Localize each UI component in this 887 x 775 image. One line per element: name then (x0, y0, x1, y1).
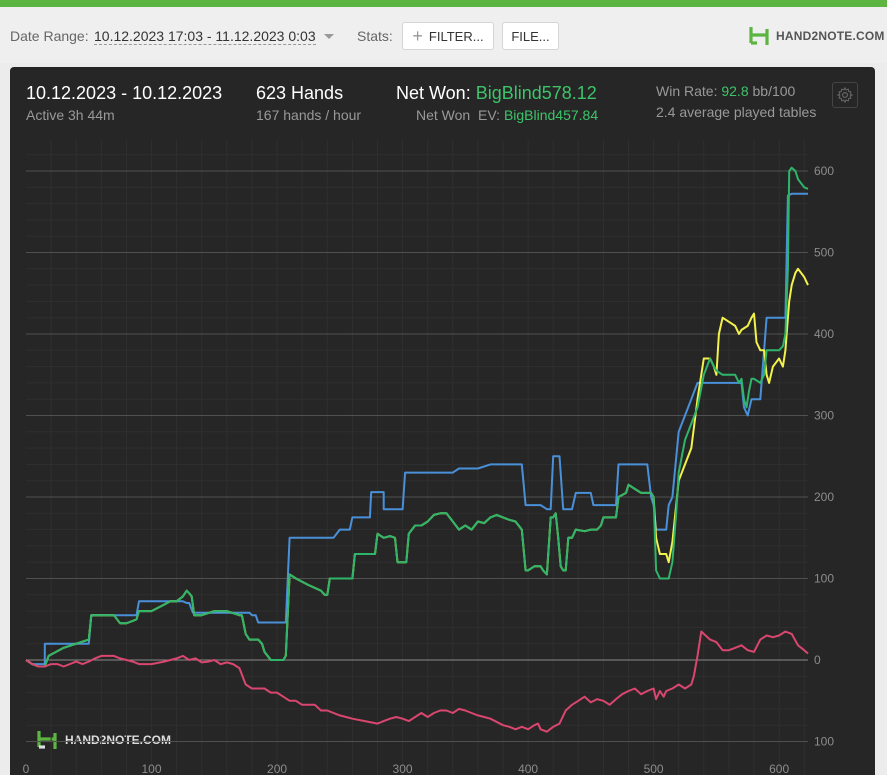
series-line-4 (25, 630, 809, 733)
y-tick-label: 100 (814, 572, 834, 586)
net-won-value: BigBlind578.12 (475, 83, 597, 103)
series-line-3 (25, 166, 809, 668)
plus-icon: + (412, 26, 423, 46)
series-line-1 (25, 192, 808, 666)
session-date-range: 10.12.2023 - 10.12.2023 (26, 83, 223, 103)
date-range-label: Date Range: (10, 28, 89, 44)
file-button[interactable]: FILE... (502, 22, 559, 50)
x-tick-label: 400 (518, 762, 538, 775)
x-tick-label: 300 (393, 762, 413, 775)
y-tick-label: 0 (814, 653, 821, 667)
x-tick-label: 100 (142, 762, 162, 775)
chart-watermark-logo: HAND2NOTE.COM (36, 729, 171, 751)
chart-watermark-text: HAND2NOTE.COM (65, 733, 172, 747)
x-tick-label: 500 (644, 762, 664, 775)
chevron-down-icon[interactable] (324, 34, 334, 39)
stats-label: Stats: (357, 28, 393, 44)
x-tick-label: 0 (23, 762, 30, 775)
net-won-ev-value: BigBlind457.84 (503, 107, 599, 123)
y-tick-label: 200 (814, 490, 834, 504)
win-rate: Win Rate: 92.8 bb/100 (656, 83, 795, 99)
gear-icon (836, 86, 854, 104)
settings-button[interactable] (832, 82, 858, 108)
filter-button-label: FILTER... (428, 28, 484, 44)
filter-button[interactable]: + FILTER... (402, 22, 494, 50)
win-rate-unit: bb/100 (752, 83, 796, 99)
y-tick-label: 600 (814, 164, 834, 178)
brand-logo: HAND2NOTE.COM (748, 25, 885, 47)
net-won-ev: Net Won EV: BigBlind457.84 (416, 107, 598, 123)
y-tick-label: 500 (814, 246, 834, 260)
average-tables: 2.4 average played tables (656, 104, 817, 120)
y-tick-label: 300 (814, 409, 834, 423)
hand2note-watermark-icon (37, 731, 57, 749)
y-tick-label: 400 (814, 327, 834, 341)
series-line-2 (25, 267, 809, 668)
top-accent-bar (0, 0, 887, 7)
net-won-label: Net Won: (396, 83, 471, 103)
net-won: Net Won: BigBlind578.12 (396, 83, 597, 104)
hands-count: 623 Hands (256, 83, 344, 103)
win-rate-value: 92.8 (721, 83, 749, 99)
x-tick-label: 600 (769, 762, 789, 775)
hands-per-hour: 167 hands / hour (256, 107, 362, 123)
x-tick-label: 200 (267, 762, 287, 775)
active-time: Active 3h 44m (26, 107, 115, 123)
net-won-ev-label: Net Won EV: (416, 107, 501, 123)
brand-name: HAND2NOTE.COM (776, 29, 885, 43)
graph-panel: 10.12.2023 - 10.12.2023 Active 3h 44m 62… (10, 67, 875, 775)
win-rate-label: Win Rate: (656, 83, 718, 99)
hand2note-logo-icon (749, 27, 769, 45)
toolbar: Date Range: 10.12.2023 17:03 - 11.12.202… (0, 7, 887, 63)
y-tick-label: 100 (814, 735, 834, 749)
date-range-selector[interactable]: 10.12.2023 17:03 - 11.12.2023 0:03 (94, 28, 316, 45)
file-button-label: FILE... (511, 28, 550, 44)
